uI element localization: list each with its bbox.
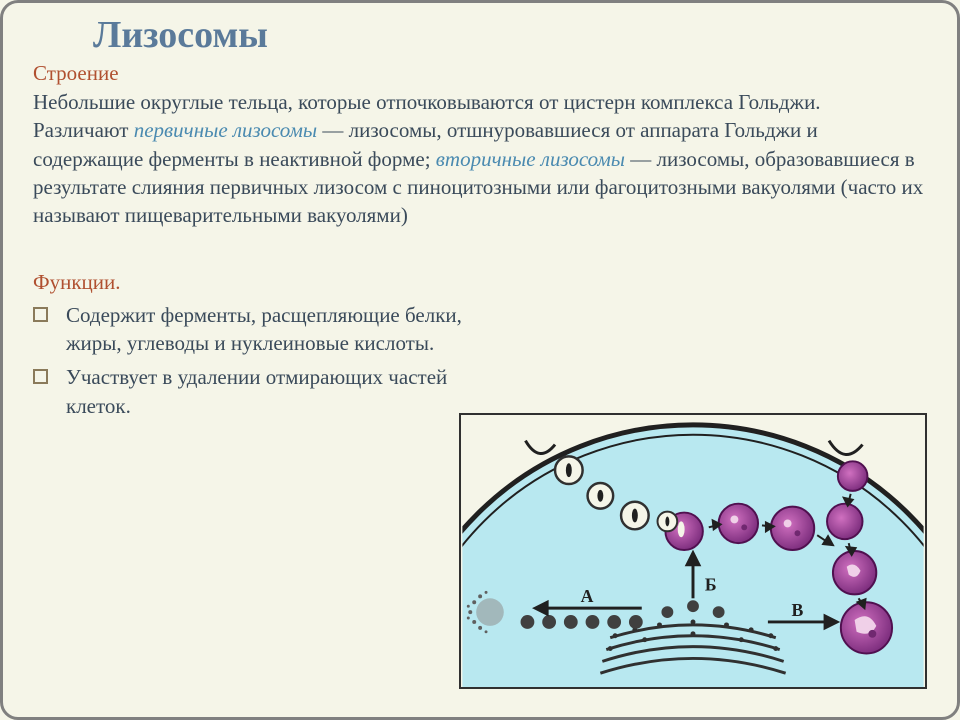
arrow-label-a: А xyxy=(581,586,594,606)
lysosome-diagram: Б xyxy=(459,413,927,689)
function-text-2: Участвует в удалении отмирающих частей к… xyxy=(66,363,463,420)
term-primary-lysosome: первичные лизосомы xyxy=(134,118,317,142)
page-title: Лизосомы xyxy=(93,13,927,57)
bullet-icon xyxy=(33,307,48,322)
arrow-label-v: В xyxy=(792,600,804,620)
functions-block: Функции. Содержит ферменты, расщепляющие… xyxy=(33,270,463,420)
lead-text: Различают xyxy=(33,118,134,142)
structure-block: Строение Небольшие округлые тельца, кото… xyxy=(33,61,927,230)
bullet-icon xyxy=(33,369,48,384)
structure-sentence-1: Небольшие округлые тельца, которые отпоч… xyxy=(33,88,927,116)
functions-label: Функции. xyxy=(33,270,463,295)
function-item-2: Участвует в удалении отмирающих частей к… xyxy=(33,363,463,420)
slide-frame: Лизосомы Строение Небольшие округлые тел… xyxy=(0,0,960,720)
arrow-label-b: Б xyxy=(705,574,717,594)
structure-paragraph: Различают первичные лизосомы — лизосомы,… xyxy=(33,116,927,229)
function-text-1: Содержит ферменты, расщепляющие белки, ж… xyxy=(66,301,463,358)
structure-label: Строение xyxy=(33,61,927,86)
term-secondary-lysosome: вторичные лизосомы xyxy=(436,147,625,171)
function-item-1: Содержит ферменты, расщепляющие белки, ж… xyxy=(33,301,463,358)
